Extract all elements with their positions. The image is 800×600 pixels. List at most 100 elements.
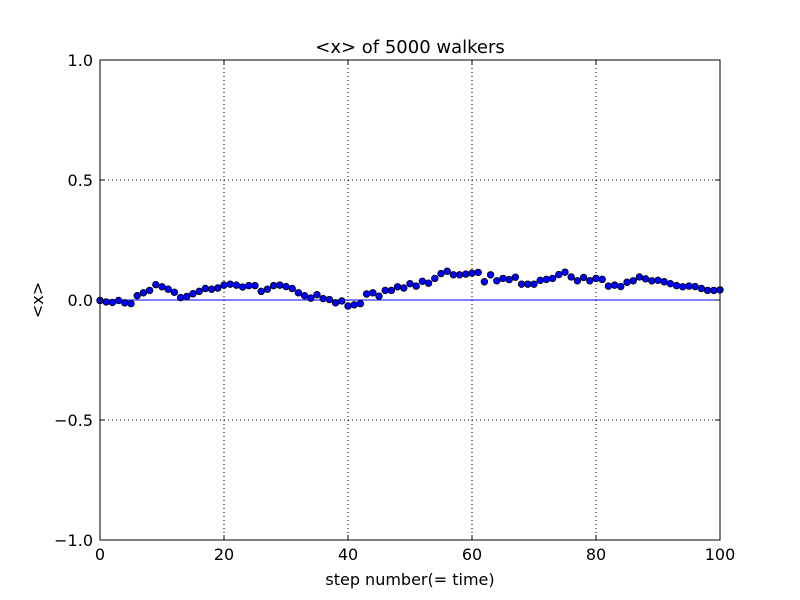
x-tick-label-3: 60 xyxy=(462,545,482,564)
data-point-91 xyxy=(660,278,668,286)
data-point-80 xyxy=(592,274,600,283)
data-point-17 xyxy=(201,284,210,293)
data-point-47 xyxy=(387,286,396,295)
data-point-34 xyxy=(307,294,315,302)
data-point-55 xyxy=(437,269,445,278)
data-point-43 xyxy=(362,290,371,298)
data-point-68 xyxy=(517,280,526,288)
y-tick-label-4: 1.0 xyxy=(68,51,93,70)
data-point-45 xyxy=(375,292,383,300)
chart-title: <x> of 5000 walkers xyxy=(315,37,505,58)
data-point-38 xyxy=(331,299,340,307)
data-point-52 xyxy=(418,277,427,285)
data-point-19 xyxy=(214,284,222,292)
data-point-26 xyxy=(257,287,265,296)
data-point-92 xyxy=(666,279,675,288)
data-point-76 xyxy=(567,273,575,281)
data-point-82 xyxy=(604,282,613,290)
data-point-66 xyxy=(505,275,513,284)
data-point-31 xyxy=(288,284,296,293)
data-point-62 xyxy=(480,278,489,286)
data-point-69 xyxy=(524,280,532,288)
data-point-64 xyxy=(493,277,501,285)
y-tick-label-1: −0.5 xyxy=(54,411,93,430)
data-point-8 xyxy=(145,286,154,295)
plot-area xyxy=(96,267,724,310)
data-point-59 xyxy=(462,270,470,278)
data-point-3 xyxy=(114,296,123,305)
axis-ticks: 0 20 40 60 80 100 −1.0 −0.5 0.0 0.5 1.0 xyxy=(54,51,735,564)
data-point-93 xyxy=(672,281,681,290)
data-point-89 xyxy=(648,277,656,285)
data-point-4 xyxy=(121,299,129,307)
data-point-21 xyxy=(226,280,234,288)
y-tick-label-2: 0.0 xyxy=(68,291,93,310)
data-point-33 xyxy=(300,291,309,300)
data-point-42 xyxy=(356,299,365,308)
data-point-73 xyxy=(548,274,557,283)
data-point-15 xyxy=(189,290,197,298)
data-point-95 xyxy=(685,282,693,290)
data-point-28 xyxy=(269,281,278,290)
data-point-9 xyxy=(152,280,160,289)
data-point-81 xyxy=(598,275,606,284)
data-point-22 xyxy=(232,281,241,289)
data-point-72 xyxy=(542,275,551,284)
data-point-25 xyxy=(251,281,259,290)
data-point-18 xyxy=(207,285,216,293)
x-tick-label-0: 0 xyxy=(95,545,105,564)
data-point-79 xyxy=(586,277,594,285)
x-tick-label-2: 40 xyxy=(338,545,358,564)
x-tick-label-4: 80 xyxy=(586,545,606,564)
data-point-96 xyxy=(691,282,699,291)
data-point-49 xyxy=(400,284,408,292)
data-point-84 xyxy=(617,282,625,291)
data-point-44 xyxy=(369,289,377,297)
x-axis-label: step number(= time) xyxy=(325,570,494,589)
data-point-77 xyxy=(573,277,582,285)
data-point-83 xyxy=(610,281,619,289)
data-point-86 xyxy=(629,277,637,285)
data-point-37 xyxy=(325,295,334,304)
data-point-10 xyxy=(158,283,166,291)
data-point-24 xyxy=(245,281,253,290)
data-point-13 xyxy=(176,293,185,302)
data-point-50 xyxy=(406,279,414,288)
data-point-60 xyxy=(468,269,476,277)
data-point-32 xyxy=(294,289,303,297)
data-point-58 xyxy=(455,271,464,279)
data-point-20 xyxy=(220,281,228,289)
data-point-2 xyxy=(108,298,117,307)
data-point-14 xyxy=(183,292,191,301)
data-point-40 xyxy=(344,302,352,310)
data-point-98 xyxy=(703,286,712,295)
data-point-90 xyxy=(654,276,662,285)
data-point-35 xyxy=(313,291,321,299)
data-point-57 xyxy=(449,271,458,279)
data-point-41 xyxy=(350,301,358,309)
data-point-16 xyxy=(195,287,203,296)
data-point-48 xyxy=(393,283,402,291)
data-point-23 xyxy=(238,283,247,291)
data-point-99 xyxy=(710,286,718,295)
data-point-30 xyxy=(282,282,290,291)
data-point-88 xyxy=(641,275,650,283)
data-point-70 xyxy=(530,280,538,288)
data-point-75 xyxy=(561,268,569,276)
data-point-6 xyxy=(133,291,141,300)
data-point-78 xyxy=(579,273,588,282)
data-point-63 xyxy=(486,271,495,279)
data-point-74 xyxy=(555,270,563,279)
data-point-85 xyxy=(623,278,631,286)
x-tick-label-5: 100 xyxy=(705,545,736,564)
data-point-51 xyxy=(412,282,420,290)
y-tick-label-0: −1.0 xyxy=(54,531,93,550)
data-point-7 xyxy=(139,289,148,297)
data-point-39 xyxy=(338,297,346,305)
x-tick-label-1: 20 xyxy=(214,545,234,564)
data-point-53 xyxy=(424,279,433,287)
y-tick-label-3: 0.5 xyxy=(68,171,93,190)
data-point-12 xyxy=(170,288,179,297)
data-point-87 xyxy=(635,273,644,281)
